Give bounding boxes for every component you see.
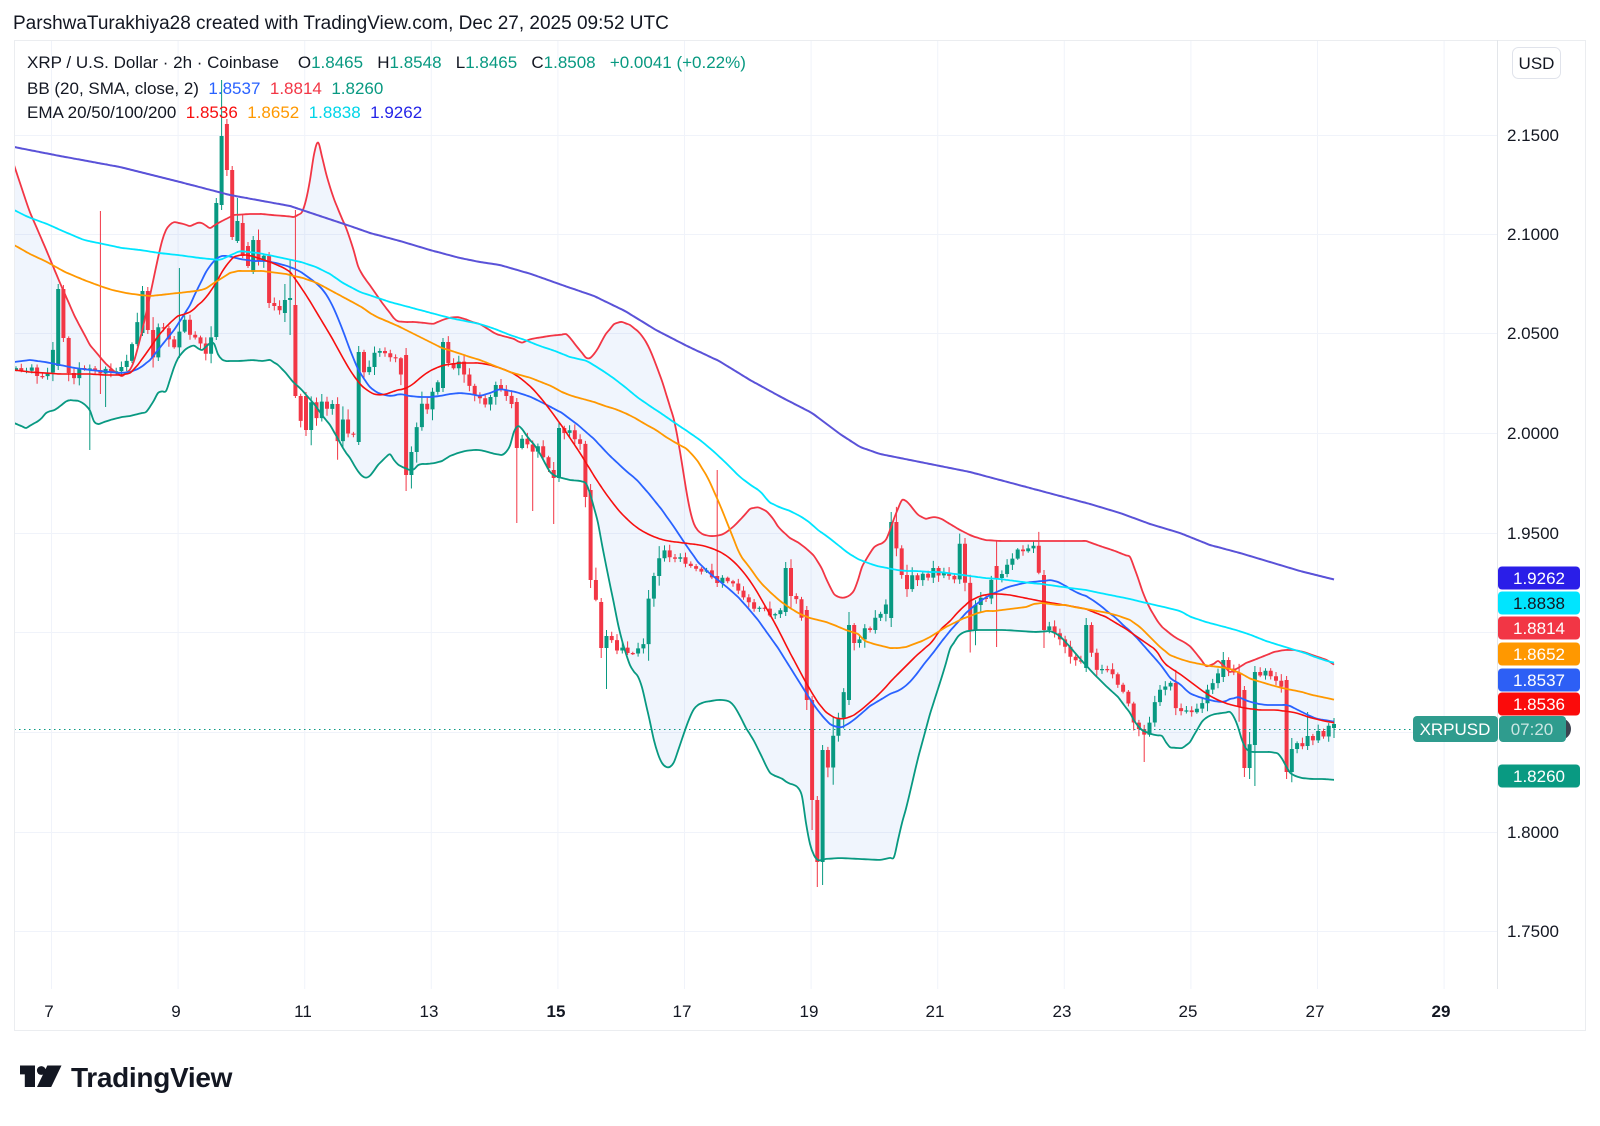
svg-text:2.0000: 2.0000	[1507, 424, 1559, 443]
svg-text:11: 11	[294, 1002, 312, 1021]
svg-text:19: 19	[800, 1002, 819, 1021]
svg-text:07:20: 07:20	[1511, 720, 1554, 739]
svg-text:1.8814: 1.8814	[1513, 619, 1565, 638]
svg-text:21: 21	[926, 1002, 945, 1021]
svg-text:2.0500: 2.0500	[1507, 324, 1559, 343]
svg-text:17: 17	[673, 1002, 692, 1021]
svg-text:9: 9	[171, 1002, 180, 1021]
svg-text:29: 29	[1432, 1002, 1451, 1021]
svg-text:1.8652: 1.8652	[1513, 645, 1565, 664]
svg-text:1.8260: 1.8260	[1513, 767, 1565, 786]
svg-text:2.1500: 2.1500	[1507, 126, 1559, 145]
svg-text:1.9500: 1.9500	[1507, 524, 1559, 543]
svg-text:1.9262: 1.9262	[1513, 569, 1565, 588]
svg-text:1.8536: 1.8536	[1513, 695, 1565, 714]
svg-text:25: 25	[1179, 1002, 1198, 1021]
svg-text:TradingView: TradingView	[71, 1062, 233, 1093]
svg-text:2.1000: 2.1000	[1507, 225, 1559, 244]
svg-text:23: 23	[1053, 1002, 1072, 1021]
svg-text:13: 13	[420, 1002, 439, 1021]
svg-text:USD: USD	[1519, 54, 1555, 73]
svg-text:1.8537: 1.8537	[1513, 671, 1565, 690]
svg-text:XRPUSD: XRPUSD	[1420, 720, 1491, 739]
svg-text:15: 15	[547, 1002, 566, 1021]
svg-text:27: 27	[1306, 1002, 1325, 1021]
svg-text:1.8838: 1.8838	[1513, 594, 1565, 613]
svg-text:1.7500: 1.7500	[1507, 922, 1559, 941]
svg-text:1.8000: 1.8000	[1507, 823, 1559, 842]
svg-text:7: 7	[44, 1002, 53, 1021]
